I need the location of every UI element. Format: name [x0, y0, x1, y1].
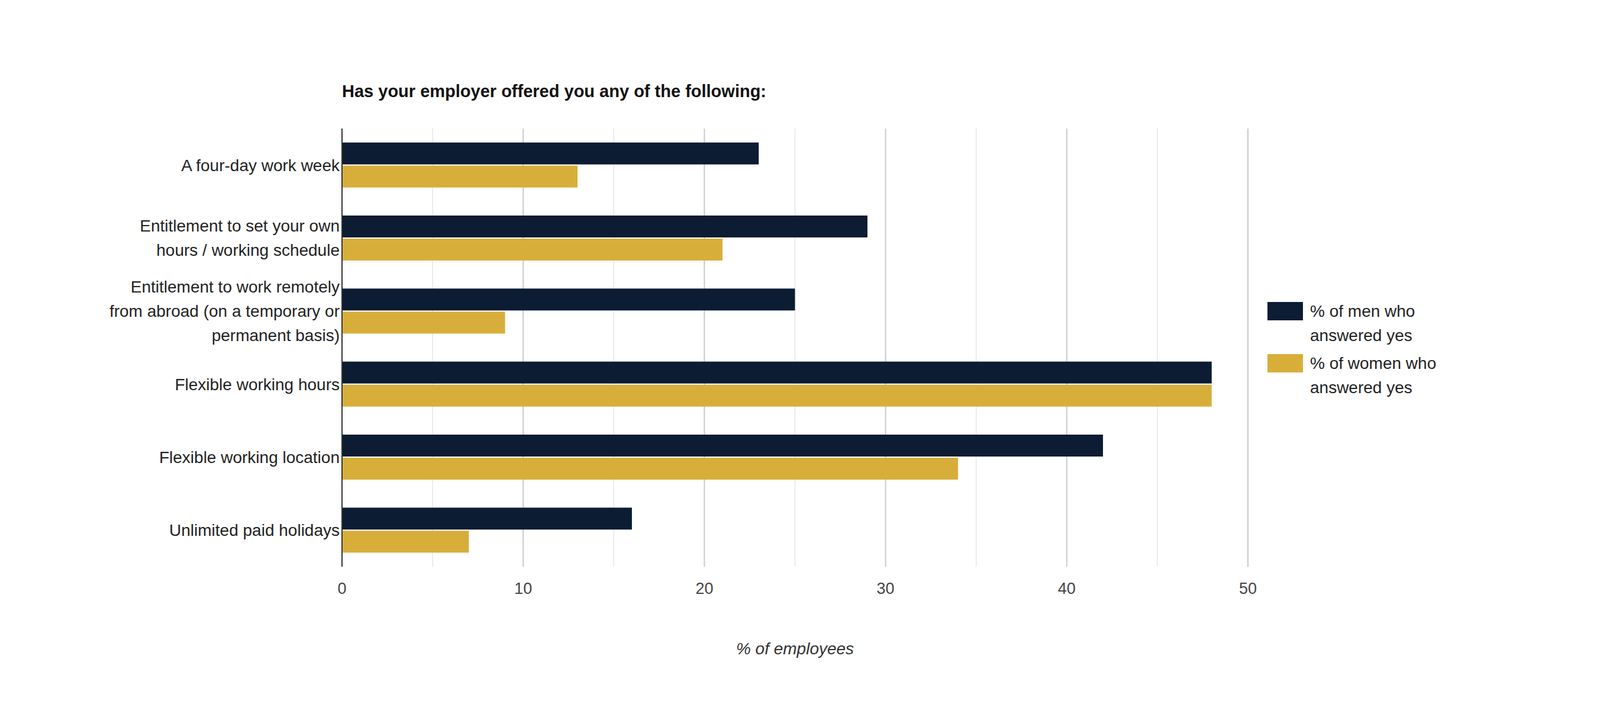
bar — [342, 215, 868, 238]
minor-grid-line — [794, 128, 796, 567]
tick-label: 0 — [337, 579, 347, 598]
axis-line — [341, 128, 343, 567]
tick-label: 40 — [1057, 579, 1076, 598]
bar — [342, 361, 1212, 384]
category-label: Unlimited paid holidays — [102, 517, 340, 543]
grid-line — [522, 128, 524, 567]
grid-line — [1066, 128, 1068, 567]
minor-grid-line — [431, 128, 434, 567]
grid-line — [341, 128, 343, 567]
bar — [342, 434, 1103, 457]
minor-grid-line — [975, 128, 977, 567]
legend-swatch — [1267, 301, 1303, 321]
tick-label: 20 — [695, 579, 714, 598]
axis-title: % of employees — [736, 639, 854, 658]
legend-label: % of women who answered yes — [1310, 350, 1458, 400]
bar — [342, 311, 506, 334]
bar — [342, 142, 759, 165]
legend-label: % of men who answered yes — [1310, 298, 1458, 348]
grid-line — [885, 128, 887, 567]
grid — [342, 128, 1248, 567]
title: Has your employer offered you any of the… — [342, 81, 767, 102]
tick-label: 50 — [1239, 579, 1257, 598]
bar — [342, 288, 796, 311]
minor-grid-line — [613, 128, 615, 567]
bar — [342, 165, 578, 188]
tick-label: 10 — [514, 579, 532, 598]
category-label: Entitlement to set your own hours / work… — [102, 213, 340, 263]
legend-swatch — [1267, 353, 1303, 373]
bar — [342, 507, 632, 529]
category-label: Flexible working location — [102, 444, 340, 470]
bar — [342, 457, 958, 480]
category-label: A four-day work week — [102, 152, 340, 177]
tick-label: 30 — [876, 579, 895, 598]
category-label: Entitlement to work remotely from abroad… — [102, 274, 340, 348]
bar — [342, 238, 723, 261]
bar — [342, 384, 1212, 407]
minor-grid-line — [1156, 128, 1158, 567]
bar — [342, 530, 469, 553]
category-label: Flexible working hours — [102, 371, 340, 396]
chart: 0 10 20 30 40 50 — [0, 0, 1600, 707]
bars — [342, 142, 1212, 553]
grid-line — [1247, 128, 1249, 567]
grid-line — [703, 128, 705, 567]
